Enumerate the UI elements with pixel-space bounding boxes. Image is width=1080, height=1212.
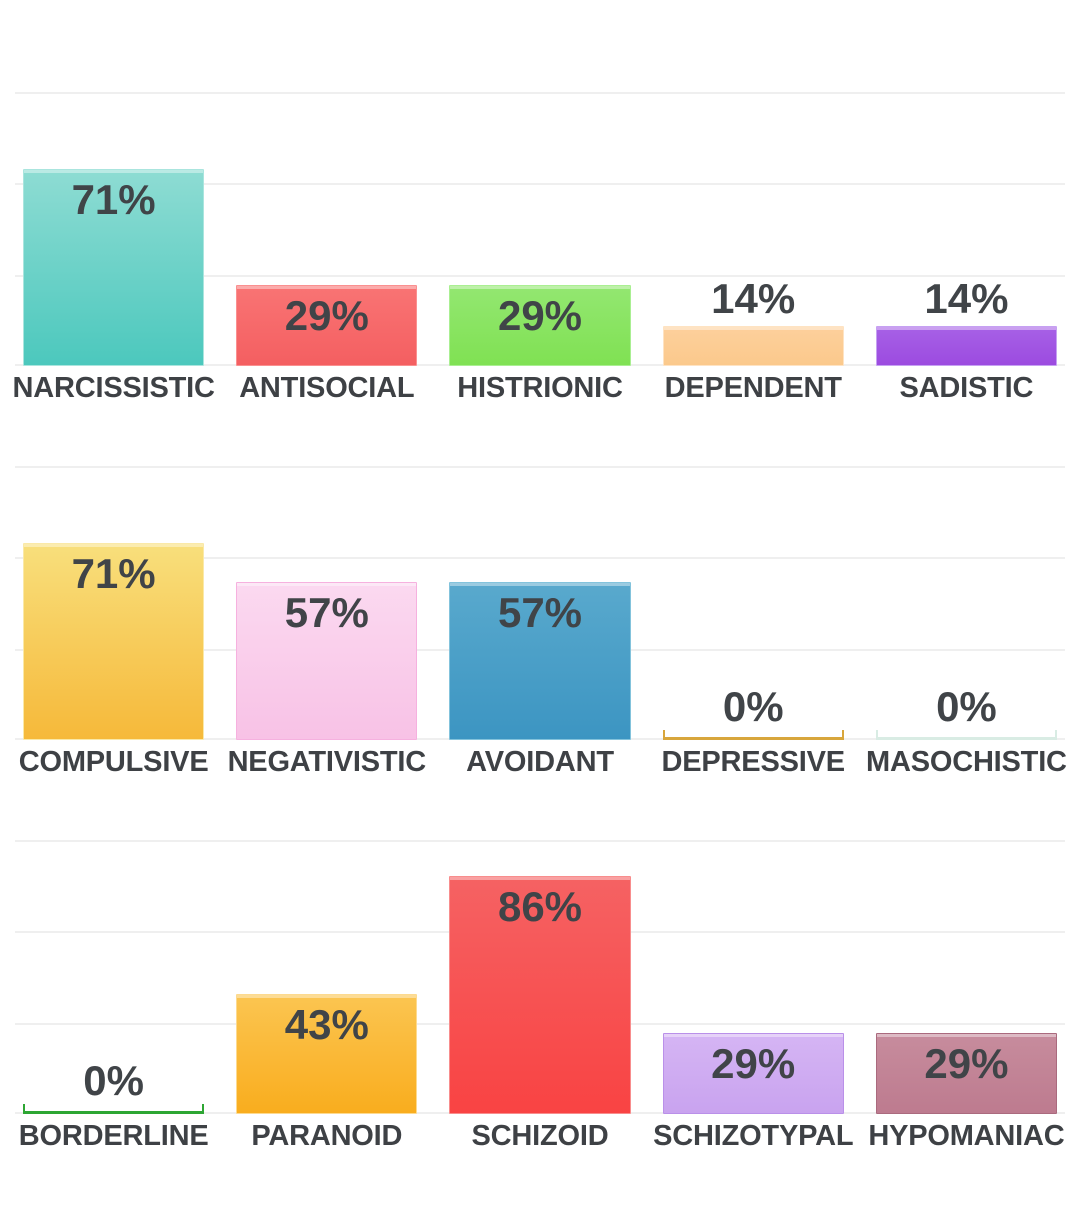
category-label-histrionic: HISTRIONIC <box>457 372 623 404</box>
value-label-avoidant: 57% <box>497 588 583 636</box>
category-label-sadistic: SADISTIC <box>899 372 1034 404</box>
bar-dependent <box>662 325 844 366</box>
chart-row-2: 71% 57% 57% 0% 0% COMPULSIVE NEGATIVISTIC AVOI… <box>0 466 1080 780</box>
bar-negativistic <box>236 581 418 740</box>
bar-antisocial <box>236 284 418 366</box>
value-label-depressive: 0% <box>722 683 784 730</box>
category-label-masochistic: MASOCHISTIC <box>866 746 1067 778</box>
value-label-sadistic: 14% <box>924 274 1009 322</box>
bar-avoidant <box>449 581 631 740</box>
value-label-dependent: 14% <box>711 274 796 322</box>
category-label-negativistic: NEGATIVISTIC <box>227 746 427 778</box>
bar-histrionic <box>449 284 631 366</box>
plot-area: 0% 43% 86% 29% 29% <box>15 840 1065 1114</box>
gridline-100 <box>15 466 1065 468</box>
bar-column-narcissistic: 71% <box>7 92 220 366</box>
value-label-schizoid: 86% <box>497 883 583 931</box>
bar-borderline <box>23 1104 205 1114</box>
category-label-avoidant: AVOIDANT <box>466 746 614 778</box>
category-label-antisocial: ANTISOCIAL <box>239 372 415 404</box>
bar-column-depressive: 0% <box>647 466 860 740</box>
bar-narcissistic <box>23 169 205 366</box>
value-label-negativistic: 57% <box>284 588 369 636</box>
category-label-schizotypal: SCHIZOTYPAL <box>653 1120 854 1152</box>
bar-schizoid <box>449 876 631 1114</box>
category-label-compulsive: COMPULSIVE <box>18 746 209 778</box>
bar-column-paranoid: 43% <box>220 840 433 1114</box>
category-label-dependent: DEPENDENT <box>664 372 842 404</box>
bar-column-masochistic: 0% <box>860 466 1073 740</box>
bar-schizotypal <box>662 1032 844 1114</box>
bar-column-avoidant: 57% <box>433 466 646 740</box>
gridline-67 <box>15 557 1065 560</box>
category-labels: BORDERLINE PARANOID SCHIZOID SCHIZOTYPAL HYP… <box>7 1118 1073 1154</box>
value-label-borderline: 0% <box>83 1057 144 1104</box>
bar-column-antisocial: 29% <box>220 92 433 366</box>
bar-depressive <box>662 730 844 740</box>
value-label-compulsive: 71% <box>71 550 156 598</box>
gridline-100 <box>15 92 1065 94</box>
category-label-paranoid: PARANOID <box>251 1120 403 1152</box>
value-label-histrionic: 29% <box>497 291 583 339</box>
value-label-masochistic: 0% <box>936 683 997 730</box>
bar-sadistic <box>875 325 1058 366</box>
value-label-narcissistic: 71% <box>71 176 156 224</box>
value-label-schizotypal: 29% <box>711 1039 796 1087</box>
plot-area: 71% 57% 57% 0% 0% <box>15 466 1065 740</box>
bar-hypomaniac <box>875 1032 1058 1114</box>
bar-masochistic <box>875 730 1058 740</box>
bar-compulsive <box>23 543 205 740</box>
bar-column-histrionic: 29% <box>433 92 646 366</box>
value-label-paranoid: 43% <box>284 1001 369 1049</box>
bar-column-schizoid: 86% <box>433 840 646 1114</box>
value-label-hypomaniac: 29% <box>924 1039 1009 1087</box>
bar-paranoid <box>236 994 418 1114</box>
category-label-depressive: DEPRESSIVE <box>661 746 846 778</box>
category-label-schizoid: SCHIZOID <box>471 1120 609 1152</box>
bar-column-dependent: 14% <box>647 92 860 366</box>
bar-column-schizotypal: 29% <box>647 840 860 1114</box>
bar-column-hypomaniac: 29% <box>860 840 1073 1114</box>
plot-area: 71% 29% 29% 14% 14% <box>15 92 1065 366</box>
category-labels: COMPULSIVE NEGATIVISTIC AVOIDANT DEPRESSIVE… <box>7 744 1073 780</box>
bar-column-negativistic: 57% <box>220 466 433 740</box>
category-label-borderline: BORDERLINE <box>18 1120 209 1152</box>
bar-column-sadistic: 14% <box>860 92 1073 366</box>
bar-columns: 71% 57% 57% 0% 0% <box>7 466 1073 740</box>
value-label-antisocial: 29% <box>284 291 369 339</box>
bar-columns: 71% 29% 29% 14% 14% <box>7 92 1073 366</box>
gridline-67 <box>15 183 1065 186</box>
gridline-100 <box>15 840 1065 842</box>
bar-column-compulsive: 71% <box>7 466 220 740</box>
category-label-narcissistic: NARCISSISTIC <box>12 372 215 404</box>
bar-column-borderline: 0% <box>7 840 220 1114</box>
chart-row-1: 71% 29% 29% 14% 14% NARCISSISTIC ANTISOCIAL HI… <box>0 92 1080 406</box>
chart-row-3: 0% 43% 86% 29% 29% BORDERLINE PARANOID SCHIZOI… <box>0 840 1080 1154</box>
category-labels: NARCISSISTIC ANTISOCIAL HISTRIONIC DEPENDEN… <box>7 370 1073 406</box>
gridline-33 <box>15 274 1065 277</box>
bar-columns: 0% 43% 86% 29% 29% <box>7 840 1073 1114</box>
category-label-hypomaniac: HYPOMANIAC <box>868 1120 1065 1152</box>
